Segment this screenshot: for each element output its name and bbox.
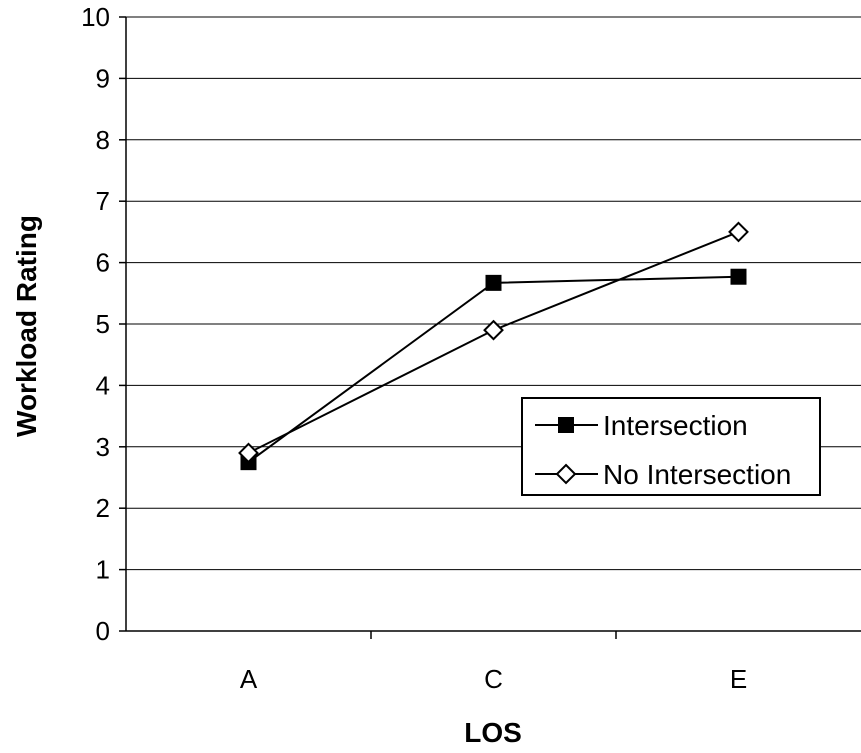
x-tick-label: E — [730, 664, 747, 694]
x-tick-label: C — [484, 664, 503, 694]
data-point — [483, 319, 504, 341]
y-tick-label: 9 — [96, 63, 110, 93]
data-point — [238, 442, 259, 464]
y-tick-label: 6 — [96, 248, 110, 278]
legend-marker-intersection — [558, 417, 574, 433]
y-tick-label: 1 — [96, 555, 110, 585]
y-tick-label: 8 — [96, 125, 110, 155]
y-tick-label: 4 — [96, 370, 110, 400]
axes — [119, 16, 861, 639]
data-point — [485, 274, 502, 291]
y-tick-label: 3 — [96, 432, 110, 462]
y-tick-label: 10 — [81, 2, 110, 32]
legend-marker-no-intersection — [555, 463, 577, 485]
x-axis-title: LOS — [464, 717, 522, 748]
legend-label-intersection: Intersection — [603, 410, 748, 441]
y-axis-title: Workload Rating — [11, 215, 42, 437]
x-tick-label: A — [240, 664, 258, 694]
y-tick-label: 0 — [96, 616, 110, 646]
legend: Intersection No Intersection — [521, 397, 821, 496]
data-point — [728, 221, 749, 243]
y-tick-label: 5 — [96, 309, 110, 339]
legend-box — [521, 397, 821, 496]
y-tick-labels: 0 1 2 3 4 5 6 7 8 9 10 — [81, 2, 110, 646]
y-tick-label: 2 — [96, 493, 110, 523]
series-markers — [238, 221, 749, 471]
data-point — [730, 268, 747, 285]
y-tick-label: 7 — [96, 186, 110, 216]
legend-label-no-intersection: No Intersection — [603, 459, 791, 490]
